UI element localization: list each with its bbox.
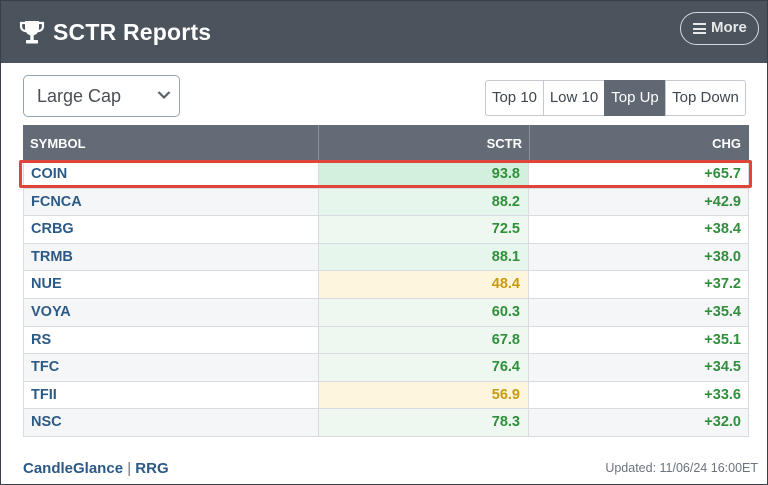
sctr-value: 93.8 (318, 161, 529, 188)
chevron-down-icon (157, 91, 171, 100)
sctr-value: 67.8 (318, 326, 529, 354)
candleglance-link[interactable]: CandleGlance (23, 460, 124, 477)
tab-top-10[interactable]: Top 10 (485, 80, 544, 116)
symbol-link[interactable]: RS (23, 326, 318, 354)
sctr-value: 56.9 (318, 381, 529, 409)
symbol-link[interactable]: FCNCA (23, 188, 318, 216)
chg-value: +42.9 (529, 188, 749, 216)
page-title: SCTR Reports (53, 19, 212, 45)
table-row: COIN 93.8 +65.7 (23, 161, 749, 189)
symbol-link[interactable]: TRMB (23, 243, 318, 271)
table-row: TFII 56.9 +33.6 (23, 381, 749, 410)
chg-value: +33.6 (529, 381, 749, 409)
sctr-value: 88.1 (318, 243, 529, 271)
market-cap-selected-value: Large Cap (37, 86, 122, 106)
tab-top-down[interactable]: Top Down (665, 80, 746, 116)
chg-value: +35.1 (529, 326, 749, 354)
more-button[interactable]: More (680, 12, 759, 45)
rrg-link[interactable]: RRG (135, 460, 169, 477)
menu-icon (693, 23, 706, 34)
sctr-value: 78.3 (318, 409, 529, 436)
table-row: FCNCA 88.2 +42.9 (23, 188, 749, 217)
table-row: NUE 48.4 +37.2 (23, 271, 749, 299)
chg-value: +34.5 (529, 354, 749, 381)
chg-value: +38.0 (529, 243, 749, 271)
chg-value: +65.7 (529, 161, 749, 188)
column-header-chg[interactable]: CHG (712, 136, 741, 151)
symbol-link[interactable]: TFII (23, 381, 318, 409)
table-header: SYMBOL SCTR CHG (23, 125, 749, 161)
column-header-symbol[interactable]: SYMBOL (30, 136, 86, 151)
footer-separator: | (127, 460, 132, 477)
table-row: TRMB 88.1 +38.0 (23, 243, 749, 272)
sctr-value: 72.5 (318, 216, 529, 243)
tab-top-up[interactable]: Top Up (604, 80, 666, 116)
widget-header: SCTR Reports More (1, 1, 767, 63)
symbol-link[interactable]: NUE (23, 271, 318, 298)
sctr-value: 76.4 (318, 354, 529, 381)
table-row: NSC 78.3 +32.0 (23, 409, 749, 437)
market-cap-select[interactable]: Large Cap (23, 75, 180, 117)
updated-timestamp: Updated: 11/06/24 16:00ET (605, 461, 758, 475)
table-row: RS 67.8 +35.1 (23, 326, 749, 355)
sctr-table: SYMBOL SCTR CHG COIN 93.8 +65.7 FCNCA 88… (23, 125, 749, 437)
table-row: VOYA 60.3 +35.4 (23, 298, 749, 327)
footer-links: CandleGlance | RRG (23, 460, 169, 477)
symbol-link[interactable]: COIN (23, 161, 318, 188)
report-type-tabs: Top 10 Low 10 Top Up Top Down (485, 80, 746, 116)
sctr-value: 88.2 (318, 188, 529, 216)
chg-value: +35.4 (529, 298, 749, 326)
table-row: TFC 76.4 +34.5 (23, 354, 749, 382)
symbol-link[interactable]: VOYA (23, 298, 318, 326)
table-row: CRBG 72.5 +38.4 (23, 216, 749, 244)
symbol-link[interactable]: NSC (23, 409, 318, 436)
chg-value: +32.0 (529, 409, 749, 436)
sctr-value: 60.3 (318, 298, 529, 326)
chg-value: +37.2 (529, 271, 749, 298)
more-button-label: More (711, 19, 747, 36)
column-header-sctr[interactable]: SCTR (486, 136, 522, 151)
sctr-value: 48.4 (318, 271, 529, 298)
symbol-link[interactable]: CRBG (23, 216, 318, 243)
trophy-icon (19, 21, 45, 44)
tab-low-10[interactable]: Low 10 (543, 80, 605, 116)
symbol-link[interactable]: TFC (23, 354, 318, 381)
chg-value: +38.4 (529, 216, 749, 243)
